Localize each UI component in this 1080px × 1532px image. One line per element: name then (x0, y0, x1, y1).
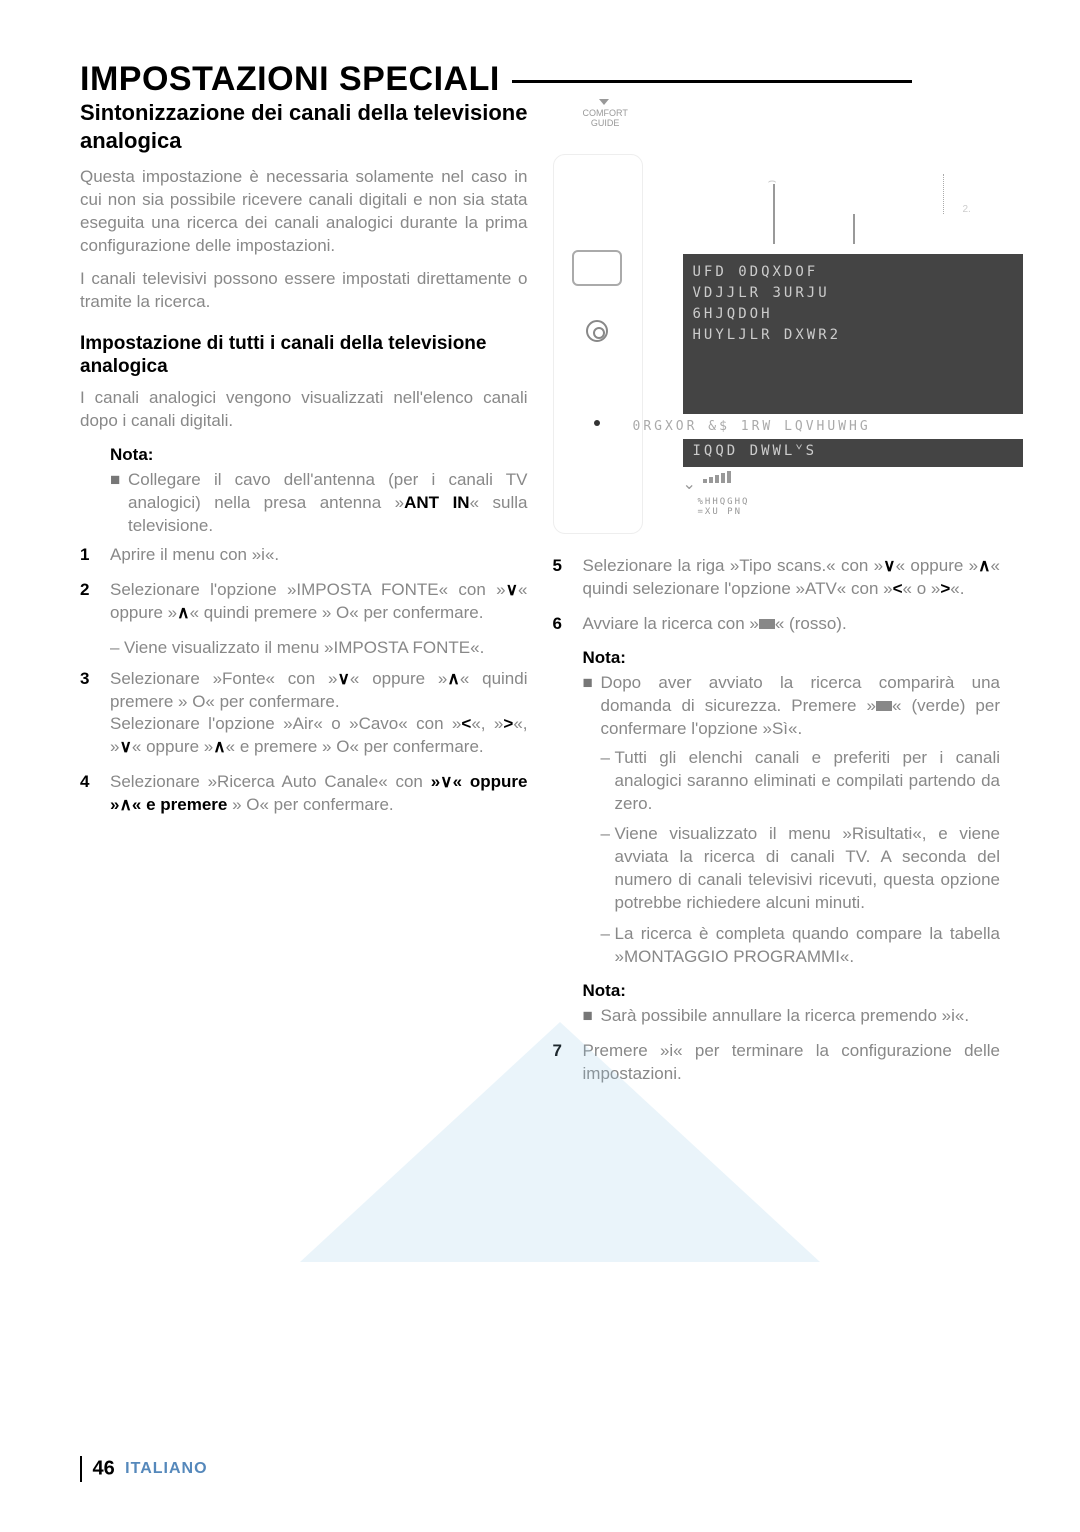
step-number: 3 (80, 668, 110, 760)
dash-icon: – (601, 823, 615, 915)
nota-dash-2: – Viene visualizzato il menu »Risultati«… (601, 823, 1001, 915)
left-arrow-icon: < (893, 579, 903, 598)
dash-icon: – (601, 923, 615, 969)
remote-screen-icon (572, 250, 622, 286)
down-arrow-icon: ∨ (119, 737, 131, 756)
nota-label-3: Nota: (583, 981, 1001, 1001)
step-number: 1 (80, 544, 110, 567)
step-text: Selezionare »Ricerca Auto Canale« con »∨… (110, 771, 528, 817)
down-arrow-icon: ∨ (337, 669, 349, 688)
up-arrow-icon: ∧ (177, 603, 189, 622)
up-arrow-icon: ∧ (978, 556, 990, 575)
signal-bars-icon (703, 471, 731, 483)
down-arrow-icon: ∨ (506, 580, 518, 599)
step-text: Selezionare »Fonte« con »∨« oppure »∧« q… (110, 668, 528, 760)
step-number: 6 (553, 613, 583, 636)
section-heading-1: Sintonizzazione dei canali della televis… (80, 99, 528, 154)
nota-label-2: Nota: (583, 648, 1001, 668)
stop-icon (876, 701, 892, 711)
tv-screen-menu: UFD 0DQXDOF VDJJLR 3URJU 6HJQDOH HUYLJLR… (683, 254, 1023, 414)
step-2: 2 Selezionare l'opzione »IMPOSTA FONTE« … (80, 579, 528, 625)
down-arrow-icon: ∨ (883, 556, 895, 575)
main-title-row: IMPOSTAZIONI SPECIALI (80, 60, 1000, 99)
dash-icon: – (110, 637, 124, 660)
step-3: 3 Selezionare »Fonte« con »∨« oppure »∧«… (80, 668, 528, 760)
up-arrow-icon: ∧ (447, 669, 459, 688)
footer-bar-icon (80, 1456, 82, 1482)
remote-outline (553, 154, 643, 534)
left-column: Sintonizzazione dei canali della televis… (80, 99, 528, 1098)
para-1: Questa impostazione è necessaria solamen… (80, 166, 528, 258)
nota-text: Dopo aver avviato la ricerca comparirà u… (601, 672, 1001, 741)
dash-icon: – (601, 747, 615, 816)
step-text: Selezionare la riga »Tipo scans.« con »∨… (583, 555, 1001, 601)
tv-screen-status: 0RGXOR &$ 1RW LQVHUWHG (633, 419, 1033, 434)
nota2-bullet: ■ Dopo aver avviato la ricerca comparirà… (583, 672, 1001, 741)
tv-guide-lines: 2. ⌢ (683, 154, 1003, 254)
bullet-square-icon: ■ (110, 469, 128, 538)
page-language: ITALIANO (125, 1460, 207, 1477)
comfort-label: COMFORT GUIDE (583, 109, 628, 129)
watermark-triangle (300, 1022, 820, 1262)
step-number: 2 (80, 579, 110, 625)
right-arrow-icon: > (503, 714, 513, 733)
step-5: 5 Selezionare la riga »Tipo scans.« con … (553, 555, 1001, 601)
up-arrow-icon: ∧ (213, 737, 225, 756)
bullet-square-icon: ■ (583, 672, 601, 741)
remote-dot-icon (594, 420, 600, 426)
step-text: Aprire il menu con »i«. (110, 544, 279, 567)
step-2-sub: – Viene visualizzato il menu »IMPOSTA FO… (110, 637, 528, 660)
step-text: Selezionare l'opzione »IMPOSTA FONTE« co… (110, 579, 528, 625)
main-title: IMPOSTAZIONI SPECIALI (80, 60, 500, 98)
remote-dpad-icon (586, 320, 608, 342)
left-arrow-icon: < (461, 714, 471, 733)
step-text: Avviare la ricerca con »« (rosso). (583, 613, 847, 636)
step-4: 4 Selezionare »Ricerca Auto Canale« con … (80, 771, 528, 817)
page-footer: 46 ITALIANO (80, 1456, 208, 1482)
stop-icon (759, 619, 775, 629)
section-heading-2: Impostazione di tutti i canali della tel… (80, 332, 528, 380)
step-number: 4 (80, 771, 110, 817)
signal-label: %HHQGHQ =XU PN (698, 497, 750, 517)
step-6: 6 Avviare la ricerca con »« (rosso). (553, 613, 1001, 636)
nota-dash-3: – La ricerca è completa quando compare l… (601, 923, 1001, 969)
triangle-down-icon (599, 99, 609, 105)
page-number: 46 (92, 1458, 114, 1480)
nota-bullet-1: ■ Collegare il cavo dell'antenna (per i … (110, 469, 528, 538)
columns: Sintonizzazione dei canali della televis… (80, 99, 1000, 1098)
right-column: COMFORT GUIDE 2. ⌢ UFD 0DQXDOF VDJJLR 3U… (553, 99, 1001, 1098)
nota-dash-1: – Tutti gli elenchi canali e preferiti p… (601, 747, 1001, 816)
tv-screen-footer: IQQD DWWLᘁS (683, 439, 1023, 467)
right-arrow-icon: > (940, 579, 950, 598)
para-3: I canali analogici vengono visualizzati … (80, 387, 528, 433)
step-1: 1 Aprire il menu con »i«. (80, 544, 528, 567)
title-rule (512, 80, 912, 83)
step-number: 5 (553, 555, 583, 601)
nota-label-1: Nota: (110, 445, 528, 465)
nota-text: Collegare il cavo dell'antenna (per i ca… (128, 469, 528, 538)
para-2: I canali televisivi possono essere impos… (80, 268, 528, 314)
remote-diagram: COMFORT GUIDE 2. ⌢ UFD 0DQXDOF VDJJLR 3U… (553, 99, 1001, 539)
